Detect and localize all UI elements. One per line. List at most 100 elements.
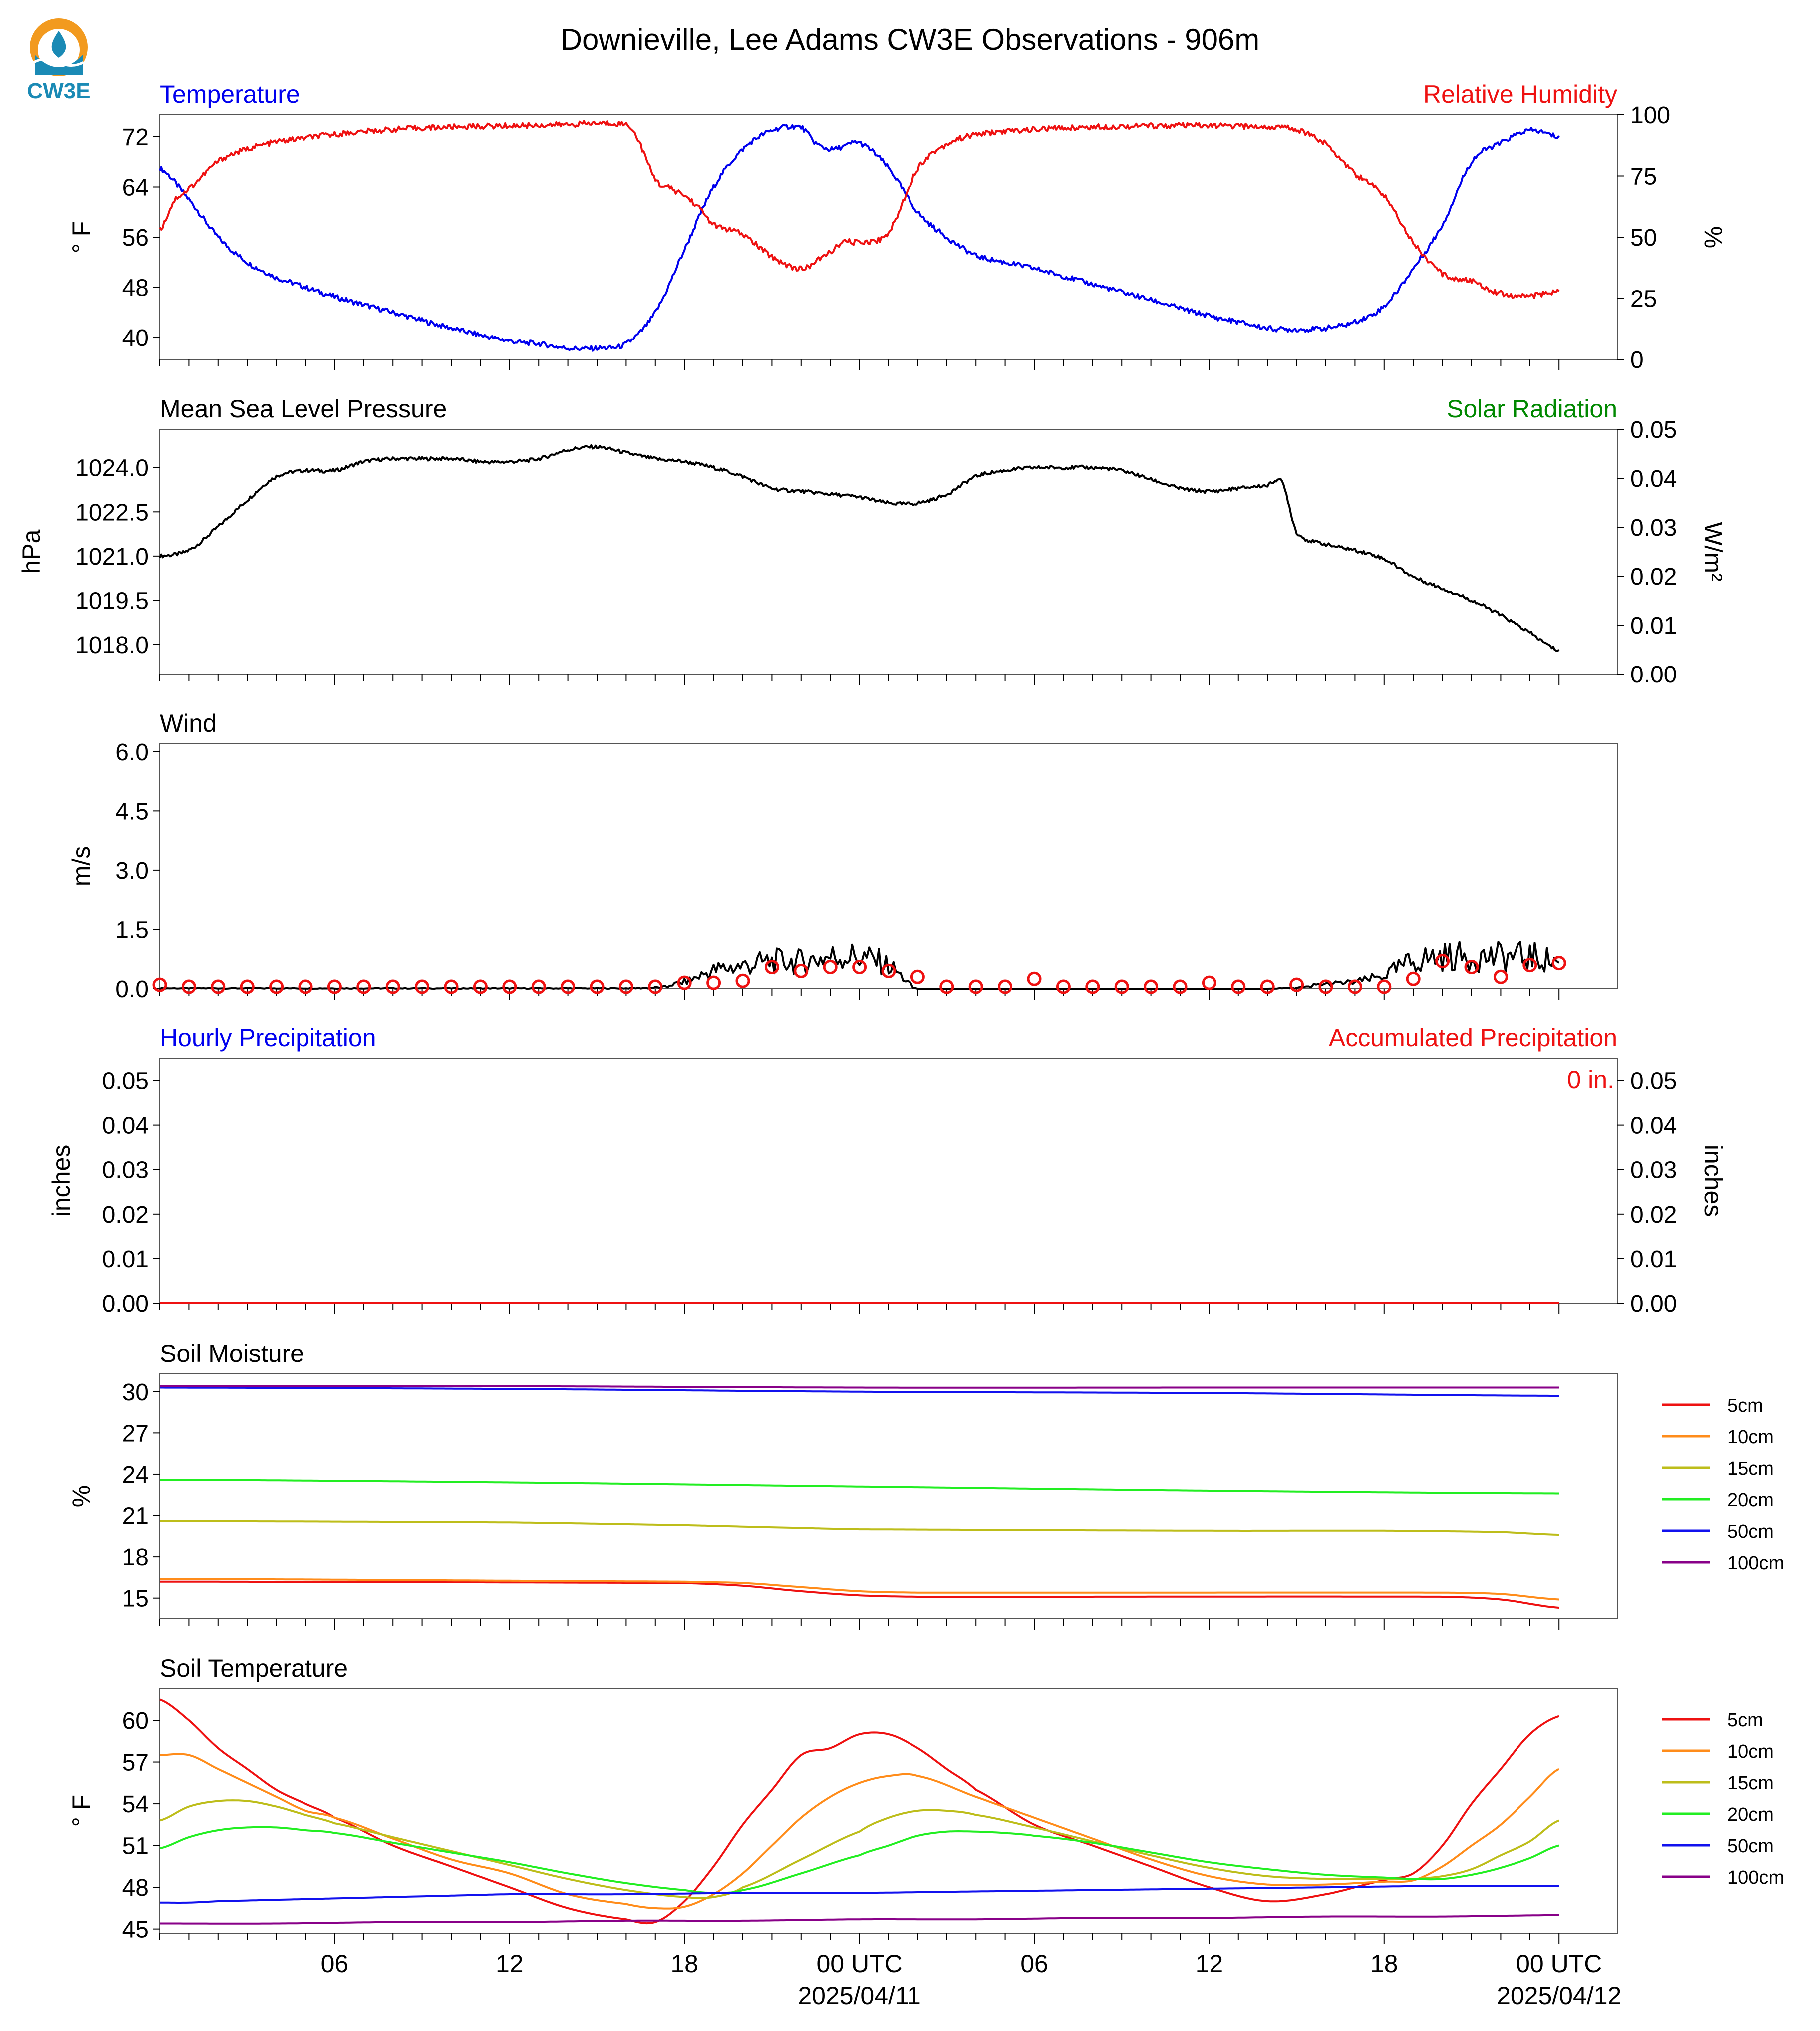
y-right-tick-label: 0.01	[1630, 613, 1677, 639]
series-black-panel-3	[159, 941, 1560, 990]
y-tick-label: 4.5	[115, 798, 149, 825]
y-tick-label: 60	[122, 1708, 149, 1734]
y-right-tick-label: 50	[1630, 225, 1657, 251]
y-tick-label: 1019.5	[75, 588, 149, 614]
wind-hourly-point	[968, 979, 983, 994]
wind-hourly-point	[1114, 979, 1129, 994]
y-axis-label: hPa	[17, 529, 45, 574]
y-tick-label: 30	[122, 1379, 149, 1406]
y-tick-label: 45	[122, 1917, 149, 1943]
wind-hourly-point	[240, 979, 255, 994]
legend-label-50cm: 50cm	[1727, 1521, 1774, 1542]
x-tick-label: 06	[321, 1950, 349, 1978]
y-right-tick-label: 25	[1630, 286, 1657, 313]
y-right-tick-label: 0.01	[1630, 1246, 1677, 1273]
y-tick-label: 57	[122, 1750, 149, 1776]
legend: 5cm 10cm 15cm 20cm 50cm 100cm	[1662, 1710, 1784, 1888]
wind-hourly-point	[211, 979, 226, 994]
wind-hourly-point	[1173, 979, 1188, 994]
y-tick-label: 1022.5	[75, 499, 149, 526]
x-tick-label: 18	[1370, 1950, 1398, 1978]
y-tick-label: 15	[122, 1586, 149, 1612]
series-100cm-panel-6	[160, 1914, 1559, 1925]
y-tick-label: 3.0	[115, 858, 149, 884]
series-100cm-panel-5	[160, 1385, 1559, 1389]
x-tick-label: 00 UTC	[816, 1950, 902, 1978]
y-tick-label: 1024.0	[75, 455, 149, 482]
y-tick-label: 18	[122, 1544, 149, 1571]
wind-hourly-point	[356, 979, 371, 994]
wind-hourly-point	[1318, 979, 1333, 994]
y-right-tick-label: 0.05	[1630, 417, 1677, 443]
y-tick-label: 51	[122, 1833, 149, 1860]
panel-title-right: Solar Radiation	[1447, 395, 1617, 423]
logo-text: CW3E	[27, 79, 90, 103]
legend-label-5cm: 5cm	[1727, 1710, 1763, 1731]
x-tick-label: 18	[670, 1950, 698, 1978]
series-15cm-panel-6	[159, 1799, 1559, 1899]
wind-hourly-point	[1347, 979, 1362, 994]
chart-title: Downieville, Lee Adams CW3E Observations…	[561, 23, 1260, 56]
wind-hourly-point	[1406, 971, 1421, 986]
y-right-tick-label: 0.00	[1630, 662, 1677, 688]
wind-hourly-point	[998, 979, 1013, 994]
y-axis-label: m/s	[67, 846, 95, 887]
y-right-tick-label: 0.02	[1630, 564, 1677, 590]
wind-hourly-point	[1202, 975, 1216, 990]
panel-frame	[159, 1058, 1618, 1304]
wind-hourly-point	[327, 979, 342, 994]
wind-hourly-point	[1493, 969, 1508, 984]
accumulated-precip-value: 0 in.	[1567, 1066, 1614, 1094]
wind-hourly-point	[910, 969, 925, 984]
series-red-panel-1	[159, 120, 1560, 299]
y-tick-label: 56	[122, 225, 149, 251]
y-right-tick-label: 0.03	[1630, 1157, 1677, 1184]
legend-label-50cm: 50cm	[1727, 1836, 1774, 1857]
series-15cm-panel-5	[160, 1520, 1559, 1536]
wind-hourly-point	[706, 975, 721, 990]
panel-title-right: Relative Humidity	[1423, 80, 1617, 108]
y-right-tick-label: 0.02	[1630, 1202, 1677, 1228]
wind-hourly-point	[1231, 979, 1246, 994]
y-tick-label: 21	[122, 1503, 149, 1530]
wind-hourly-point	[1085, 979, 1100, 994]
y-tick-label: 64	[122, 174, 149, 201]
panel-1: Temperature Relative Humidity 40 48 56 64 72 ° …	[67, 80, 1727, 373]
x-date-label: 2025/04/11	[798, 1982, 921, 2010]
legend-label-10cm: 10cm	[1727, 1427, 1774, 1448]
y-right-tick-label: 0.05	[1630, 1068, 1677, 1095]
y-tick-label: 0.04	[102, 1113, 149, 1139]
y-tick-label: 1021.0	[75, 544, 149, 570]
y-tick-label: 0.02	[102, 1202, 149, 1228]
panel-title-left: Soil Moisture	[160, 1340, 304, 1367]
series-10cm-panel-6	[159, 1753, 1560, 1910]
panel-3: Wind 0.0 1.5 3.0 4.5 6.0 m/s	[67, 709, 1618, 1003]
y-right-axis-label: %	[1699, 226, 1727, 248]
wind-hourly-point	[385, 979, 400, 994]
series-black-panel-2	[159, 444, 1560, 652]
wind-hourly-point	[152, 977, 167, 992]
panel-4: Hourly Precipitation Accumulated Precipit…	[47, 1024, 1727, 1317]
wind-hourly-point	[590, 979, 605, 994]
y-tick-label: 0.03	[102, 1157, 149, 1184]
y-tick-label: 40	[122, 325, 149, 351]
legend-label-20cm: 20cm	[1727, 1804, 1774, 1825]
panel-title-right: Accumulated Precipitation	[1329, 1024, 1617, 1052]
y-right-tick-label: 100	[1630, 102, 1670, 129]
y-tick-label: 6.0	[115, 739, 149, 766]
y-tick-label: 24	[122, 1462, 149, 1488]
series-10cm-panel-5	[160, 1578, 1559, 1601]
legend-label-10cm: 10cm	[1727, 1741, 1774, 1762]
x-date-label: 2025/04/12	[1497, 1982, 1621, 2010]
wind-hourly-point	[444, 979, 459, 994]
series-5cm-panel-5	[160, 1580, 1559, 1609]
y-axis-label: inches	[47, 1145, 75, 1217]
wind-hourly-point	[473, 979, 488, 994]
series-20cm-panel-5	[160, 1479, 1559, 1495]
panel-6: Soil Temperature 45 48 51 54 57 60 ° F 5cm 10cm 15…	[67, 1654, 1784, 1944]
wind-hourly-point	[1522, 958, 1537, 973]
y-tick-label: 48	[122, 275, 149, 302]
wind-hourly-point	[1289, 977, 1304, 992]
